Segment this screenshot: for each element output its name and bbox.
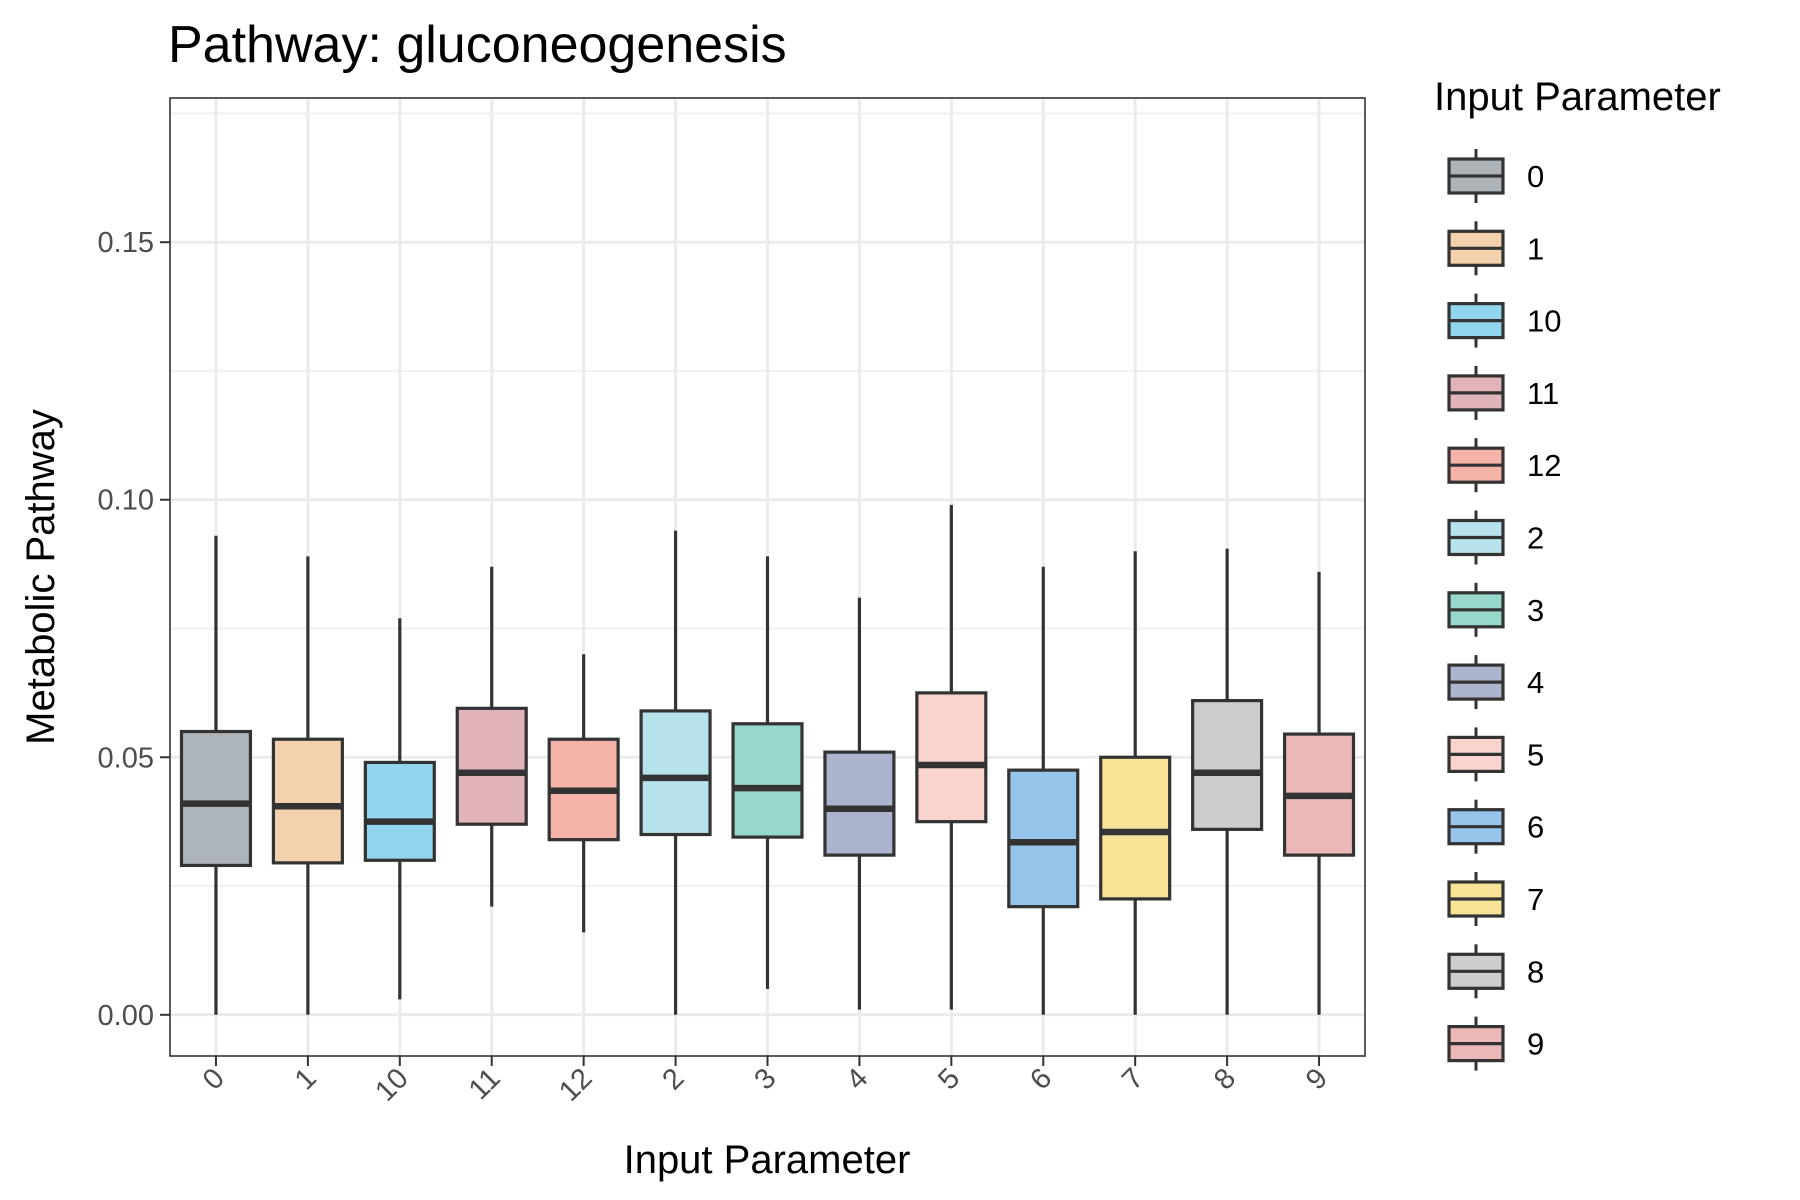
x-tick-label: 6 xyxy=(1024,1062,1058,1096)
legend-label: 1 xyxy=(1527,231,1544,266)
box-group-9 xyxy=(1282,571,1356,1015)
x-tick-label: 9 xyxy=(1300,1062,1334,1096)
legend: Input Parameter 0 1 10 11 12 2 3 4 5 6 7 8 9 xyxy=(1434,75,1721,1071)
legend-title: Input Parameter xyxy=(1434,75,1721,119)
legend-item-1: 1 xyxy=(1447,221,1544,276)
iqr-box xyxy=(363,760,436,862)
y-tick-label: 0.10 xyxy=(98,485,154,517)
legend-label: 11 xyxy=(1527,376,1559,411)
x-tick-label: 2 xyxy=(656,1062,690,1096)
box-group-0 xyxy=(179,535,253,1015)
legend-item-9: 9 xyxy=(1447,1016,1544,1071)
legend-label: 0 xyxy=(1527,159,1544,194)
legend-item-8: 8 xyxy=(1447,944,1544,999)
legend-item-0: 0 xyxy=(1447,149,1544,203)
x-tick-label: 11 xyxy=(463,1062,507,1106)
legend-item-7: 7 xyxy=(1447,872,1544,926)
x-tick-label: 12 xyxy=(553,1062,598,1107)
box-group-1 xyxy=(271,556,344,1015)
legend-item-5: 5 xyxy=(1447,727,1544,782)
legend-label: 7 xyxy=(1527,882,1544,917)
legend-label: 8 xyxy=(1527,954,1544,989)
x-axis-title: Input Parameter xyxy=(624,1138,911,1182)
legend-item-12: 12 xyxy=(1447,438,1561,493)
x-tick-label: 8 xyxy=(1208,1062,1242,1096)
y-axis-title: Metabolic Pathway xyxy=(19,409,63,745)
x-tick-label: 4 xyxy=(840,1062,874,1096)
legend-item-6: 6 xyxy=(1447,799,1544,854)
iqr-box xyxy=(639,709,712,837)
iqr-box xyxy=(455,706,528,826)
chart-title: Pathway: gluconeogenesis xyxy=(168,16,787,74)
box-group-2 xyxy=(639,530,712,1015)
x-tick-label: 5 xyxy=(932,1062,966,1096)
box-layer xyxy=(179,504,1356,1015)
iqr-box xyxy=(179,729,253,868)
y-tick-label: 0.05 xyxy=(98,742,154,774)
box-group-8 xyxy=(1191,548,1264,1015)
legend-label: 10 xyxy=(1527,304,1561,339)
legend-item-11: 11 xyxy=(1447,365,1559,420)
x-tick-label: 1 xyxy=(289,1062,323,1096)
iqr-box xyxy=(271,737,344,865)
legend-item-2: 2 xyxy=(1447,510,1544,565)
legend-label: 6 xyxy=(1527,810,1544,845)
box-group-5 xyxy=(915,504,988,1010)
y-axis: 0.00 0.05 0.10 0.15 xyxy=(98,227,170,1032)
iqr-box xyxy=(1099,755,1172,901)
box-group-7 xyxy=(1099,551,1172,1015)
x-tick-label: 7 xyxy=(1116,1062,1150,1096)
iqr-box xyxy=(1007,768,1080,909)
legend-label: 5 xyxy=(1527,737,1544,772)
iqr-box xyxy=(915,691,988,824)
x-axis: 0 1 10 11 12 2 3 4 5 6 7 8 9 xyxy=(197,1056,1334,1108)
x-tick-label: 10 xyxy=(369,1062,414,1107)
box-group-4 xyxy=(823,597,896,1010)
legend-label: 4 xyxy=(1527,665,1544,700)
legend-label: 2 xyxy=(1527,521,1544,556)
y-tick-label: 0.15 xyxy=(98,227,154,259)
box-group-12 xyxy=(547,654,620,933)
box-group-11 xyxy=(455,566,528,907)
iqr-box xyxy=(1191,699,1264,831)
legend-item-3: 3 xyxy=(1447,582,1544,637)
box-group-6 xyxy=(1007,566,1080,1015)
box-group-10 xyxy=(363,618,436,1000)
legend-item-4: 4 xyxy=(1447,655,1544,710)
legend-label: 3 xyxy=(1527,593,1544,628)
box-group-3 xyxy=(731,556,804,990)
iqr-box xyxy=(731,722,804,839)
legend-item-10: 10 xyxy=(1447,293,1561,348)
iqr-box xyxy=(823,750,896,857)
legend-label: 9 xyxy=(1527,1027,1544,1062)
legend-label: 12 xyxy=(1527,448,1561,483)
y-tick-label: 0.00 xyxy=(98,1000,154,1032)
x-tick-label: 0 xyxy=(197,1062,231,1096)
x-tick-label: 3 xyxy=(748,1062,782,1096)
